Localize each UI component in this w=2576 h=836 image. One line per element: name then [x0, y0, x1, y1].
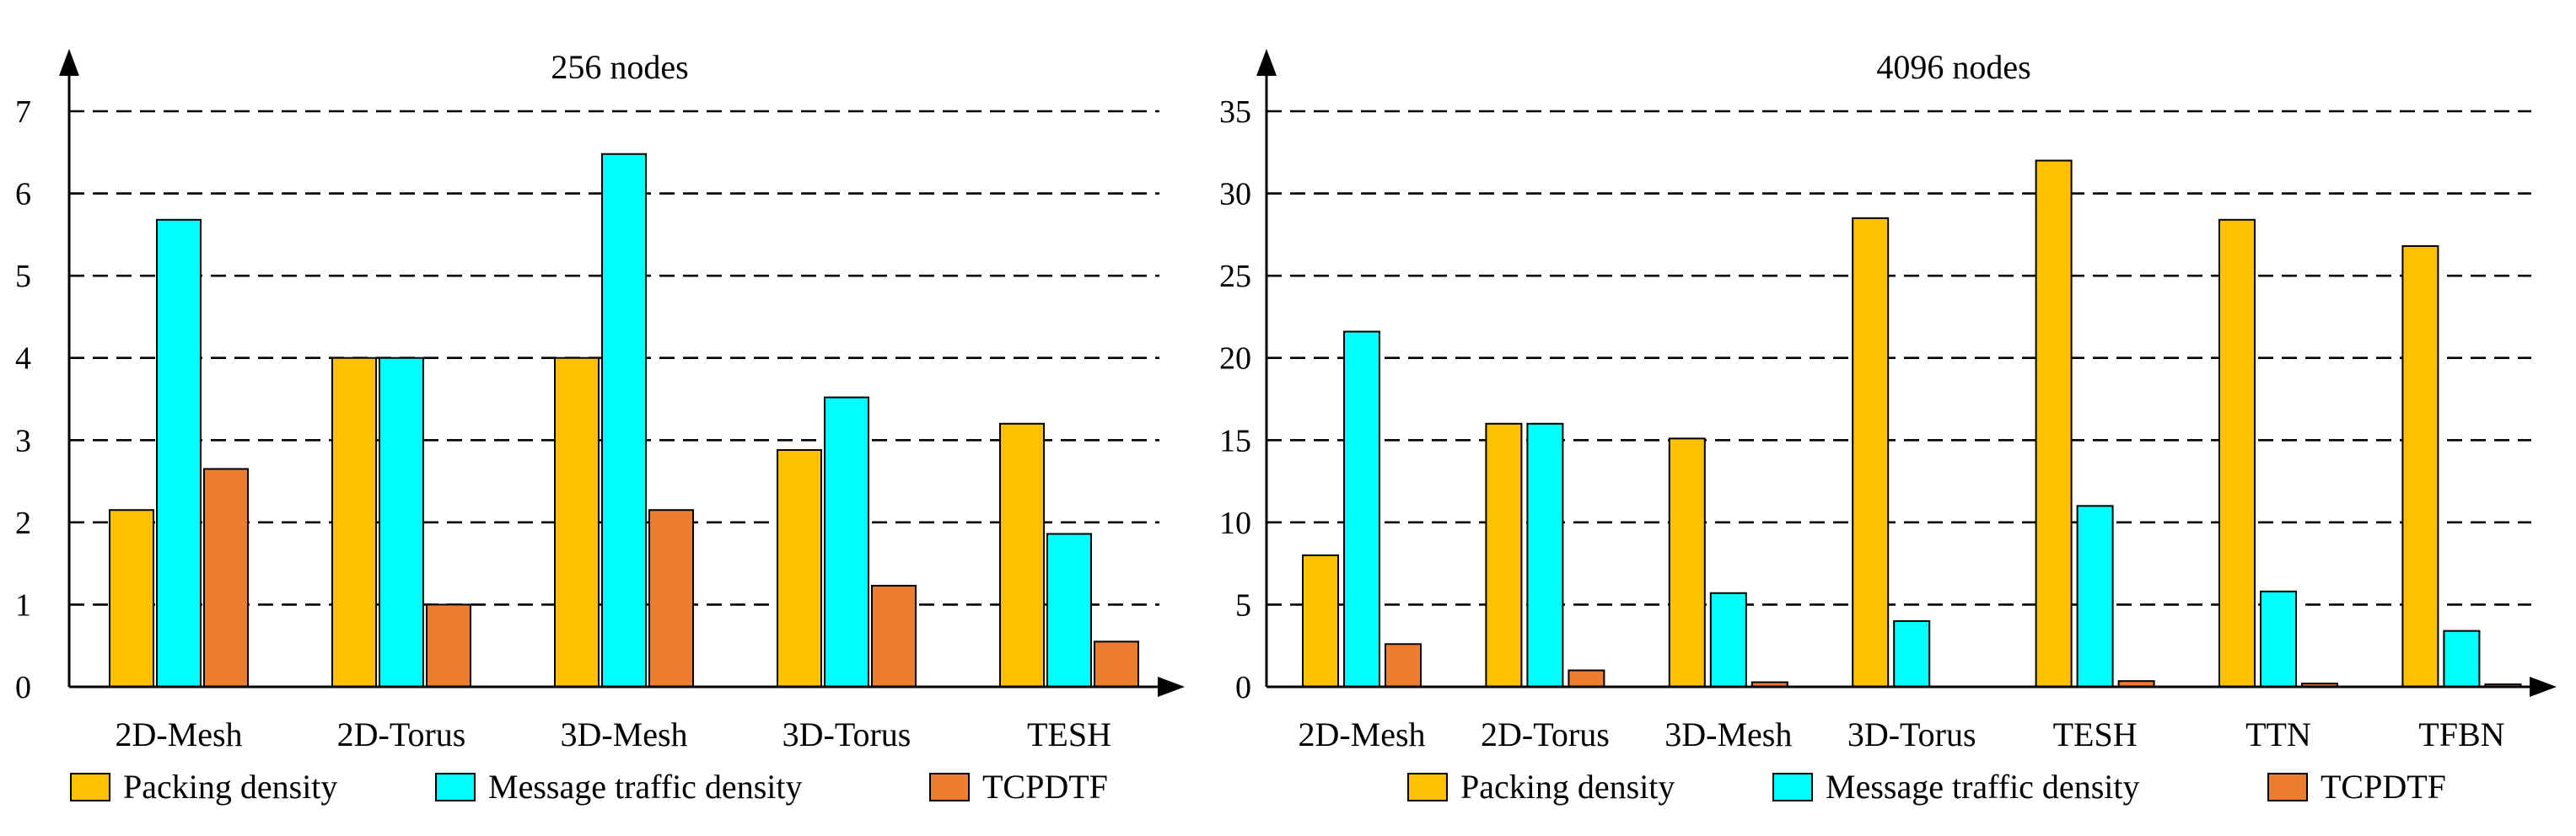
- legend-swatch: [70, 773, 110, 801]
- y-tick-label: 0: [1235, 670, 1251, 705]
- x-tick-label: TTN: [2245, 715, 2311, 753]
- chart-2: 4096 nodes 0 5 10 15 20 25 30 35 2D-Mesh 2D-Torus 3…: [1219, 48, 2557, 806]
- chart-1: 256 nodes 0 1 2 3 4 5 6 7 2D-Mesh 2D-Torus 3D-Mesh 3…: [15, 48, 1185, 806]
- y-tick-label: 10: [1219, 506, 1251, 541]
- x-tick-label: 2D-Torus: [337, 715, 466, 753]
- bar: [2443, 630, 2481, 688]
- bar: [1526, 422, 1564, 688]
- y-tick-label: 7: [15, 94, 31, 130]
- legend-label: Message traffic density: [488, 768, 802, 806]
- bar: [2401, 245, 2439, 688]
- bar: [1343, 330, 1380, 688]
- bar: [156, 218, 202, 688]
- y-tick-label: 5: [15, 259, 31, 294]
- y-tick-label: 25: [1219, 259, 1251, 294]
- bar: [871, 584, 917, 688]
- x-tick-label: 3D-Torus: [1847, 715, 1976, 753]
- y-tick-label: 4: [15, 341, 31, 377]
- y-axis-arrow: [59, 49, 79, 76]
- bar: [777, 448, 822, 688]
- bar: [648, 509, 694, 688]
- x-tick-label: 2D-Mesh: [1298, 715, 1425, 753]
- legend-label: TCPDTF: [982, 768, 1108, 806]
- bar: [1094, 640, 1139, 688]
- bar: [203, 468, 249, 689]
- chart-title: 256 nodes: [551, 48, 688, 86]
- legend-label: Packing density: [123, 768, 337, 806]
- x-tick-label: TESH: [1027, 715, 1111, 753]
- y-tick-label: 1: [15, 587, 31, 623]
- bar: [1485, 422, 1523, 688]
- bar: [1668, 437, 1706, 688]
- y-tick-label: 30: [1219, 177, 1251, 212]
- legend-swatch: [1407, 773, 1448, 801]
- legend-label: Message traffic density: [1826, 768, 2139, 806]
- y-axis-arrow: [1256, 49, 1277, 76]
- legend-swatch: [435, 773, 476, 801]
- bar: [2260, 590, 2297, 688]
- bar: [1385, 643, 1422, 689]
- x-tick-label: TFBN: [2418, 715, 2504, 753]
- legend-swatch: [929, 773, 970, 801]
- x-axis-arrow: [1158, 677, 1185, 697]
- legend-swatch: [1772, 773, 1813, 801]
- x-tick-label: 3D-Mesh: [560, 715, 687, 753]
- legend-label: TCPDTF: [2321, 768, 2446, 806]
- y-tick-label: 35: [1219, 94, 1251, 130]
- x-tick-label: 3D-Torus: [782, 715, 912, 753]
- y-tick-label: 20: [1219, 341, 1251, 377]
- legend-swatch: [2267, 773, 2308, 801]
- bar: [1893, 619, 1931, 689]
- y-tick-label: 3: [15, 423, 31, 458]
- bar: [426, 603, 471, 689]
- bar: [379, 356, 424, 688]
- y-tick-label: 5: [1235, 587, 1251, 623]
- bar: [2035, 159, 2073, 689]
- x-tick-label: TESH: [2053, 715, 2138, 753]
- bar: [999, 422, 1045, 688]
- bar: [1302, 554, 1339, 689]
- bar: [2076, 505, 2114, 688]
- x-tick-label: 2D-Torus: [1481, 715, 1610, 753]
- y-tick-label: 6: [15, 177, 31, 212]
- bar: [554, 356, 600, 688]
- bar: [601, 153, 647, 689]
- legend-label: Packing density: [1460, 768, 1675, 806]
- x-tick-label: 3D-Mesh: [1664, 715, 1792, 753]
- bar: [331, 356, 377, 688]
- x-axis-arrow: [2530, 677, 2557, 697]
- chart-title: 4096 nodes: [1876, 48, 2030, 86]
- bar: [824, 396, 869, 688]
- bar: [1852, 217, 1890, 689]
- y-tick-label: 0: [15, 670, 31, 705]
- bar: [1709, 592, 1747, 688]
- y-tick-label: 15: [1219, 423, 1251, 458]
- bar: [109, 509, 154, 688]
- y-tick-label: 2: [15, 506, 31, 541]
- x-tick-label: 2D-Mesh: [115, 715, 242, 753]
- bar: [2218, 218, 2256, 688]
- bar: [1568, 669, 1605, 689]
- bar: [1046, 533, 1092, 689]
